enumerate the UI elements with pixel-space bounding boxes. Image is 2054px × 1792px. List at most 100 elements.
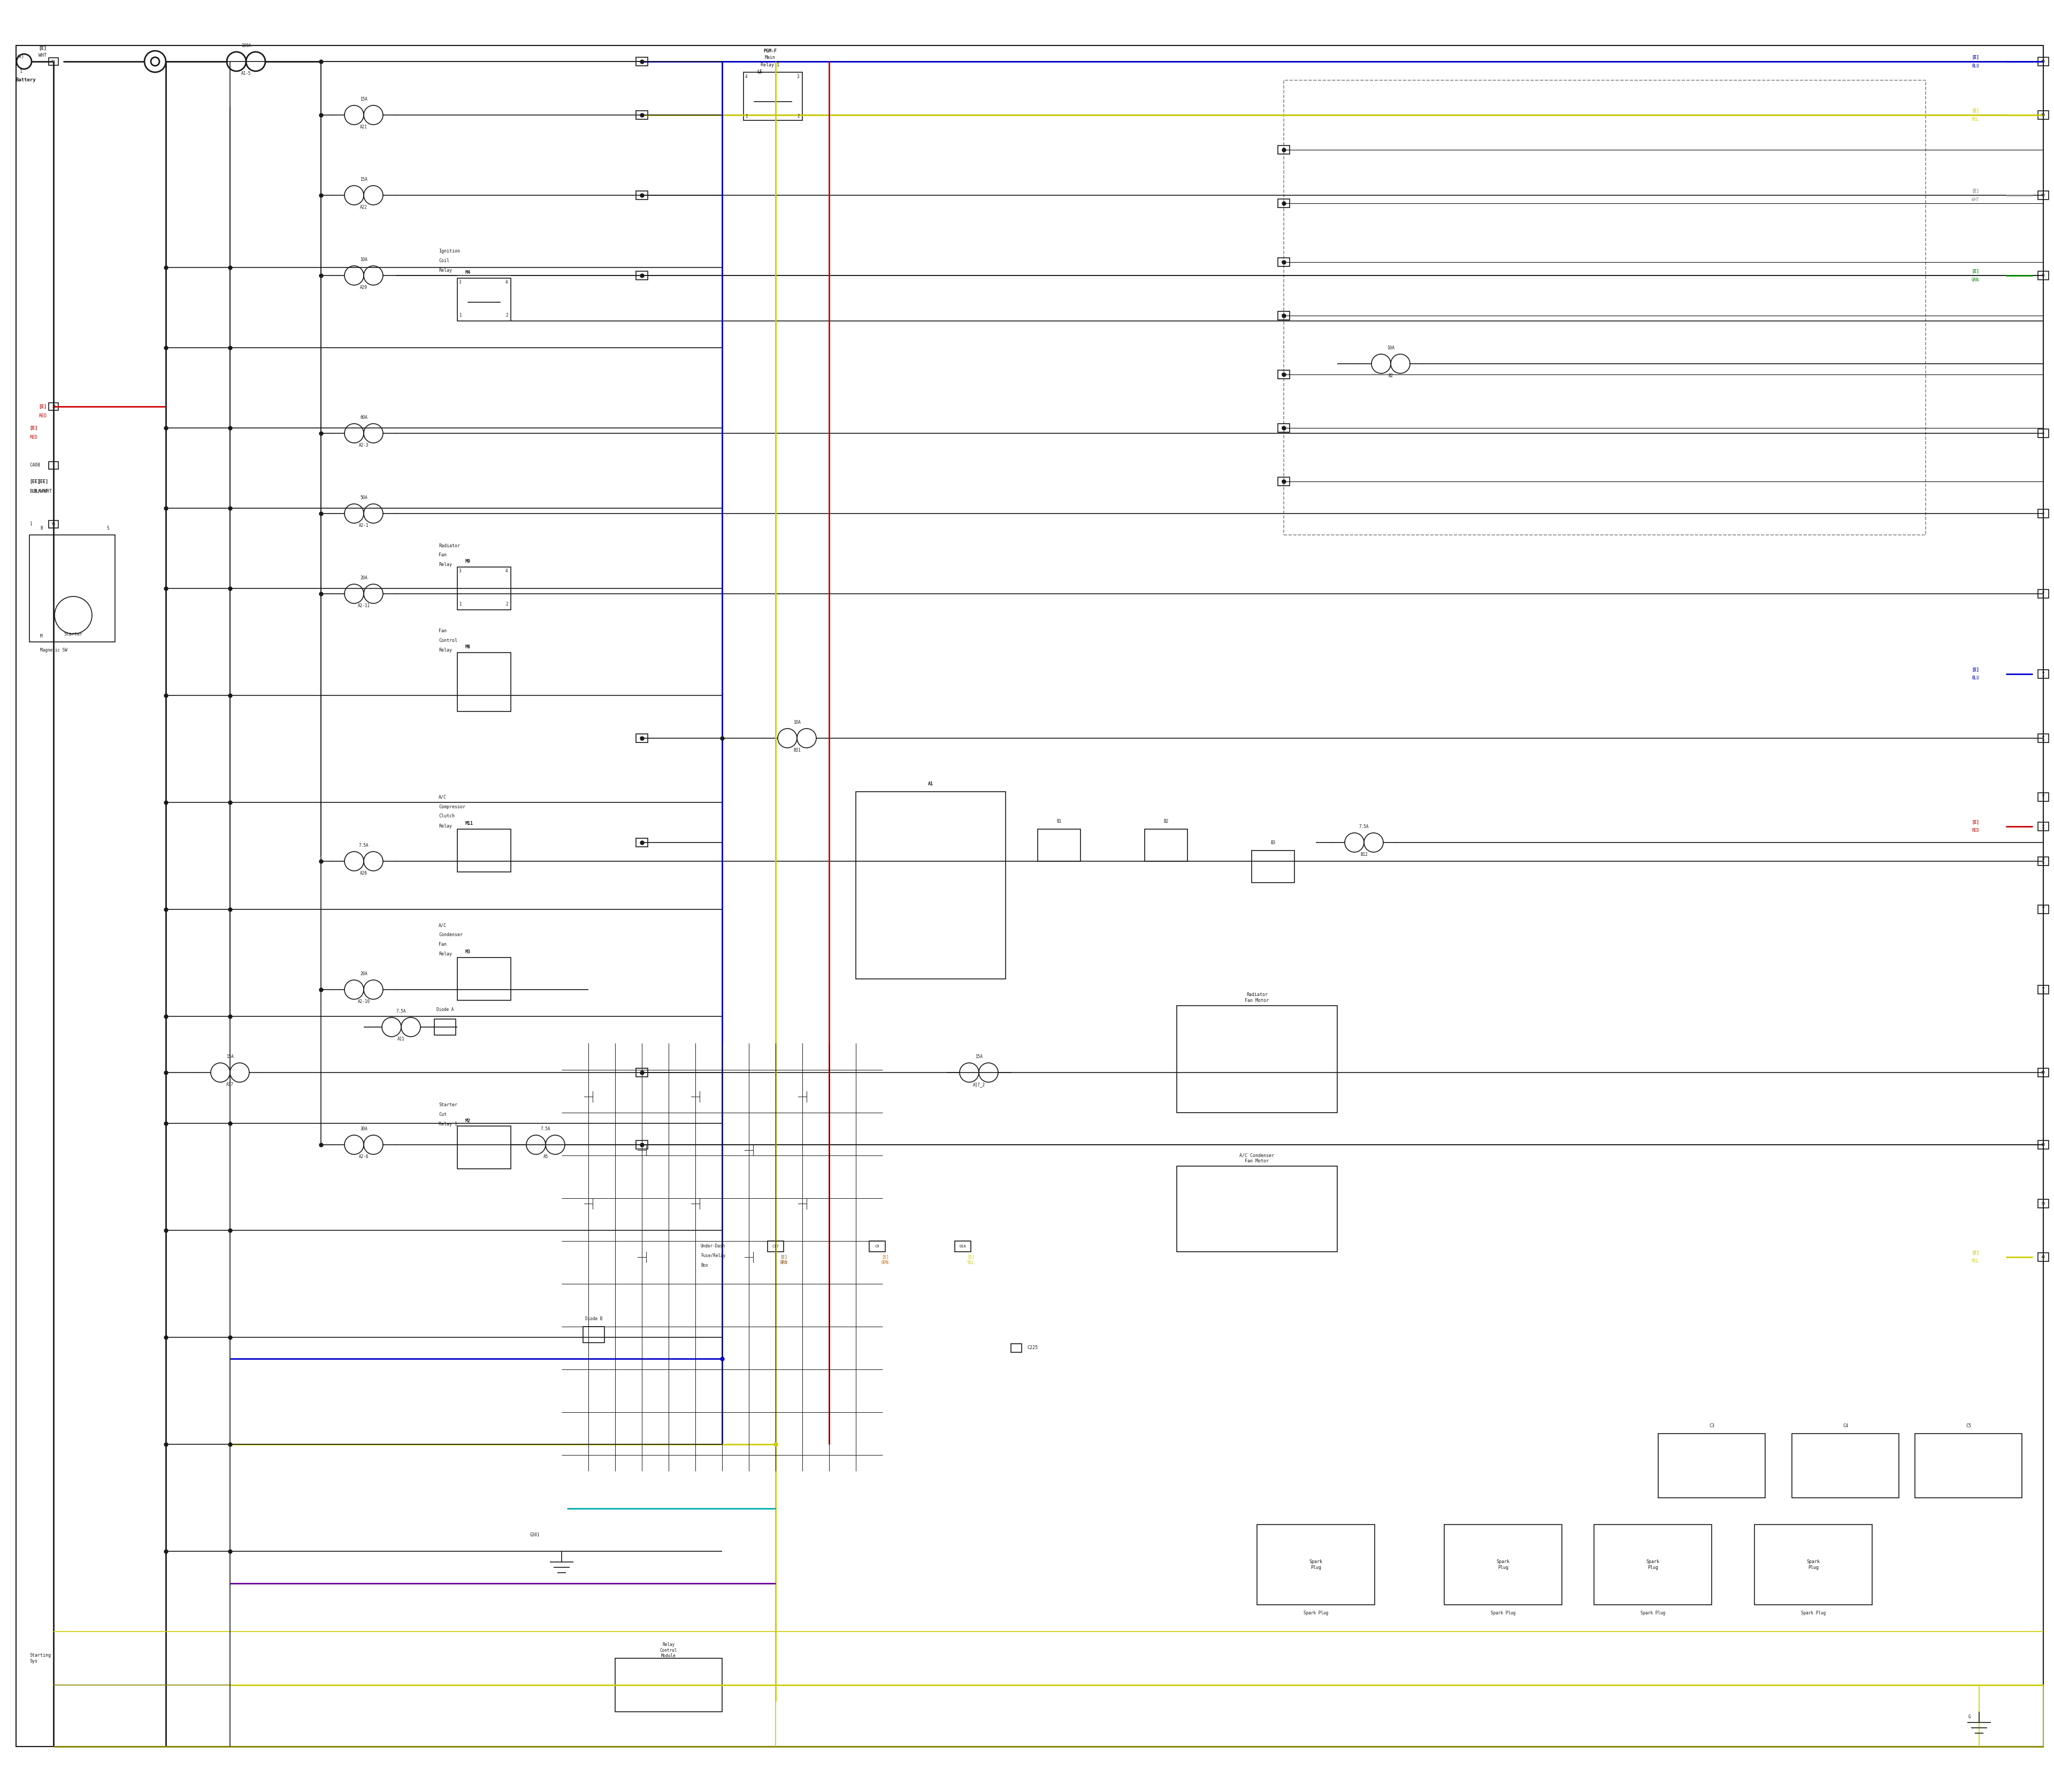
Text: N1: N1 xyxy=(1282,260,1286,263)
Bar xyxy=(2038,792,2048,801)
Bar xyxy=(1658,1434,1764,1498)
Text: 6: 6 xyxy=(1282,202,1286,204)
Text: Cut: Cut xyxy=(440,1111,446,1116)
Text: B2: B2 xyxy=(1389,373,1393,378)
Text: A5: A5 xyxy=(542,1154,548,1159)
Text: Spark Plug: Spark Plug xyxy=(1491,1611,1516,1615)
Text: [E]
BRN: [E] BRN xyxy=(781,1254,787,1265)
Text: A21: A21 xyxy=(359,125,368,129)
Text: N5: N5 xyxy=(1282,480,1286,484)
Text: YEL: YEL xyxy=(1972,116,1980,122)
Bar xyxy=(29,536,115,642)
Text: Box: Box xyxy=(700,1263,709,1269)
Text: A2-10: A2-10 xyxy=(357,1000,370,1004)
Text: Compressor: Compressor xyxy=(440,805,466,808)
Text: RED: RED xyxy=(29,435,37,441)
Text: T1: T1 xyxy=(51,59,55,63)
Text: 59: 59 xyxy=(2042,113,2046,116)
Text: Control: Control xyxy=(440,638,458,643)
Text: C408: C408 xyxy=(29,462,41,468)
Text: A11: A11 xyxy=(398,1038,405,1041)
Bar xyxy=(1278,145,1290,154)
Text: 54: 54 xyxy=(2042,1072,2046,1073)
Text: 7.5A: 7.5A xyxy=(359,842,368,848)
Bar xyxy=(2038,509,2048,518)
Text: 60: 60 xyxy=(2042,1143,2046,1147)
Bar xyxy=(458,278,511,321)
Text: A
5: A 5 xyxy=(2042,986,2044,993)
Text: 39: 39 xyxy=(2042,1202,2046,1206)
Text: 5: 5 xyxy=(2042,432,2044,435)
Text: Spark
Plug: Spark Plug xyxy=(1808,1559,1820,1570)
Text: G: G xyxy=(1968,1715,1972,1720)
Text: Relay 1: Relay 1 xyxy=(760,63,781,66)
Bar xyxy=(2038,986,2048,995)
Text: 20A: 20A xyxy=(359,971,368,977)
Text: [E]
OPN: [E] OPN xyxy=(881,1254,889,1265)
Text: C9: C9 xyxy=(875,1245,879,1247)
Text: M11: M11 xyxy=(466,821,472,826)
Bar xyxy=(1257,1525,1374,1606)
Text: A
9: A 9 xyxy=(2042,823,2044,830)
Bar xyxy=(1444,1525,1561,1606)
Text: Diode A: Diode A xyxy=(435,1007,454,1012)
Bar xyxy=(637,192,647,199)
Text: Under-Dash: Under-Dash xyxy=(700,1244,725,1249)
Text: Battery: Battery xyxy=(16,77,37,82)
Text: 100A: 100A xyxy=(240,43,251,48)
Text: WHT: WHT xyxy=(39,52,47,57)
Bar xyxy=(2038,1068,2048,1077)
Text: Spark
Plug: Spark Plug xyxy=(1645,1559,1660,1570)
Text: RED: RED xyxy=(1972,828,1980,833)
Text: [E]: [E] xyxy=(1972,1251,1980,1254)
Text: C5: C5 xyxy=(1966,1423,1972,1428)
Bar xyxy=(2038,590,2048,599)
Bar xyxy=(744,72,803,120)
Text: T4: T4 xyxy=(51,523,55,525)
Bar xyxy=(2038,905,2048,914)
Bar xyxy=(458,566,511,609)
Text: 1: 1 xyxy=(746,115,748,118)
Text: 1: 1 xyxy=(641,840,643,844)
Text: Relay: Relay xyxy=(440,269,452,272)
Bar xyxy=(637,111,647,120)
Bar xyxy=(2038,271,2048,280)
Text: 15A: 15A xyxy=(226,1054,234,1059)
Bar xyxy=(1251,851,1294,883)
Text: [E]: [E] xyxy=(29,425,37,430)
Text: 4: 4 xyxy=(746,73,748,79)
Text: B: B xyxy=(41,527,43,530)
Bar xyxy=(2038,1253,2048,1262)
Text: [E]: [E] xyxy=(1972,667,1980,672)
Text: WHT: WHT xyxy=(1972,197,1980,202)
Bar xyxy=(2038,428,2048,437)
Text: BLK/WHT: BLK/WHT xyxy=(29,489,47,493)
Text: 3: 3 xyxy=(797,73,799,79)
Text: [E]: [E] xyxy=(39,47,47,50)
Bar xyxy=(49,403,58,410)
Text: Fan: Fan xyxy=(440,554,446,557)
Text: Magnetic SW: Magnetic SW xyxy=(39,647,68,652)
Text: Clutch: Clutch xyxy=(440,814,454,819)
Text: 17: 17 xyxy=(639,1072,645,1073)
Text: BLK/WHT: BLK/WHT xyxy=(33,489,51,493)
Bar xyxy=(1037,830,1080,862)
Bar xyxy=(1284,81,1927,536)
Text: 1: 1 xyxy=(29,521,33,527)
Bar xyxy=(637,57,647,66)
Text: Spark Plug: Spark Plug xyxy=(1304,1611,1329,1615)
Bar xyxy=(955,1242,972,1253)
Bar xyxy=(1177,1167,1337,1253)
Text: B12: B12 xyxy=(1360,853,1368,857)
Text: 3: 3 xyxy=(458,568,462,573)
Text: 4: 4 xyxy=(505,568,507,573)
Text: B31: B31 xyxy=(793,747,801,753)
Text: N4: N4 xyxy=(1282,426,1286,430)
Text: 10: 10 xyxy=(639,1143,645,1147)
Text: C17: C17 xyxy=(772,1245,778,1247)
Bar xyxy=(49,520,58,529)
Bar xyxy=(458,652,511,711)
Text: 1: 1 xyxy=(21,68,23,73)
Text: BLU: BLU xyxy=(1972,676,1980,681)
Text: C225: C225 xyxy=(1027,1346,1037,1351)
